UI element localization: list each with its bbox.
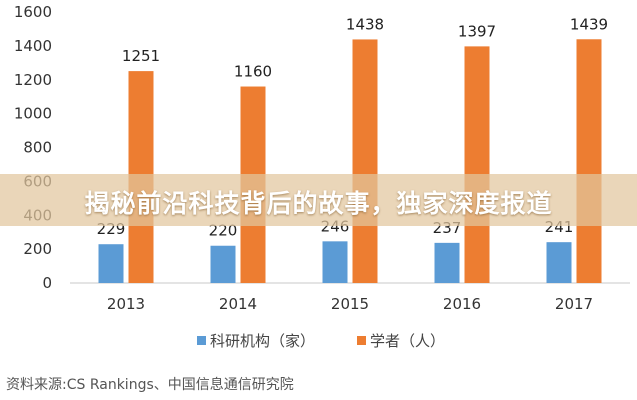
y-tick-label: 0 <box>42 274 52 292</box>
legend-swatch <box>197 336 206 345</box>
y-tick-label: 200 <box>23 240 52 258</box>
title-banner <box>0 174 637 226</box>
bar-scholars-2016 <box>464 46 490 284</box>
source-note: 资料来源:CS Rankings、中国信息通信研究院 <box>6 377 294 393</box>
bar-scholars-2017 <box>576 39 602 283</box>
data-label: 1439 <box>570 15 608 33</box>
legend-label: 科研机构（家） <box>210 332 315 350</box>
data-label: 1160 <box>234 63 272 81</box>
x-tick-label: 2013 <box>107 295 145 313</box>
x-tick-label: 2015 <box>331 295 369 313</box>
x-tick-label: 2016 <box>443 295 481 313</box>
x-tick-label: 2017 <box>555 295 593 313</box>
data-label: 1438 <box>346 15 384 33</box>
bar-institutions-2016 <box>434 242 460 283</box>
y-tick-label: 1400 <box>14 37 52 55</box>
y-tick-label: 1600 <box>14 3 52 21</box>
data-label: 220 <box>209 222 238 240</box>
x-tick-label: 2014 <box>219 295 257 313</box>
legend-label: 学者（人） <box>370 332 445 350</box>
y-tick-label: 1200 <box>14 71 52 89</box>
bar-institutions-2014 <box>210 245 236 283</box>
legend-swatch <box>357 336 366 345</box>
bar-scholars-2015 <box>352 39 378 283</box>
bar-institutions-2017 <box>546 242 572 283</box>
y-tick-label: 800 <box>23 139 52 157</box>
bar-institutions-2015 <box>322 241 348 283</box>
banner-title: 揭秘前沿科技背后的故事，独家深度报道 <box>84 189 553 218</box>
data-label: 1251 <box>122 47 160 65</box>
data-label: 1397 <box>458 22 496 40</box>
bar-institutions-2013 <box>98 244 124 283</box>
y-tick-label: 1000 <box>14 105 52 123</box>
